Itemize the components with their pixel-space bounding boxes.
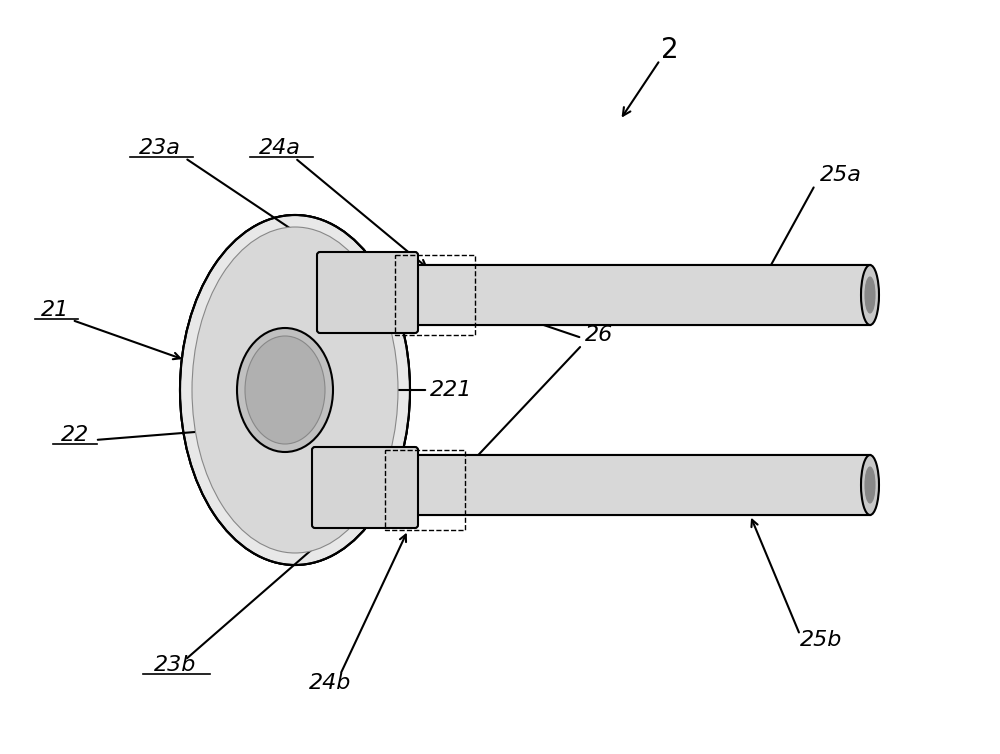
Bar [385,450,465,530]
Text: 221: 221 [430,380,472,400]
Ellipse shape [245,336,325,444]
Bar [395,255,475,335]
Ellipse shape [180,215,410,565]
Text: 22: 22 [61,425,89,445]
Text: 24b: 24b [309,673,351,693]
Ellipse shape [237,328,333,452]
FancyBboxPatch shape [312,447,418,528]
Bar [415,265,870,325]
Ellipse shape [861,455,879,515]
Text: 25b: 25b [800,630,842,650]
Bar [415,455,870,515]
Ellipse shape [865,277,875,313]
Text: 24a: 24a [259,138,301,158]
Ellipse shape [865,467,875,503]
Text: 25a: 25a [820,165,862,185]
Text: 2: 2 [661,36,679,64]
FancyBboxPatch shape [290,260,335,520]
Ellipse shape [861,265,879,325]
Ellipse shape [192,227,398,553]
FancyBboxPatch shape [317,252,418,333]
Text: 23a: 23a [139,138,181,158]
Text: 26: 26 [585,325,613,345]
Text: 23b: 23b [154,655,196,675]
Text: 21: 21 [41,300,69,320]
